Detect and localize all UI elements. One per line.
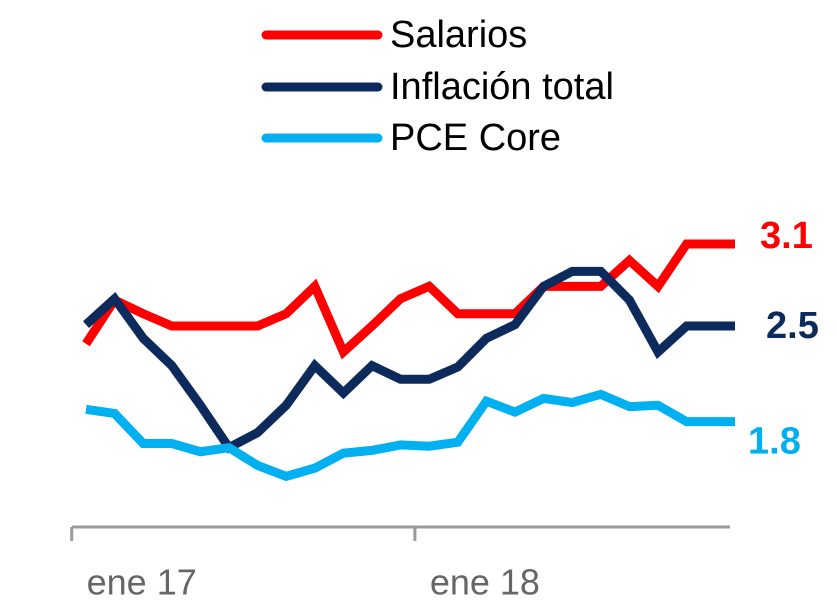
end-value-label: 2.5 bbox=[766, 305, 819, 347]
legend-label: PCE Core bbox=[390, 117, 561, 159]
end-value-label: 1.8 bbox=[748, 421, 801, 463]
plot-area bbox=[82, 239, 735, 482]
x-tick-label: ene 17 bbox=[87, 562, 197, 601]
series-line bbox=[82, 266, 735, 454]
end-value-label: 3.1 bbox=[760, 215, 813, 257]
x-tick-label: ene 18 bbox=[430, 562, 540, 601]
legend-label: Inflación total bbox=[390, 66, 614, 108]
series-line bbox=[85, 389, 735, 482]
legend-label: Salarios bbox=[390, 14, 527, 56]
series-line bbox=[82, 239, 735, 360]
